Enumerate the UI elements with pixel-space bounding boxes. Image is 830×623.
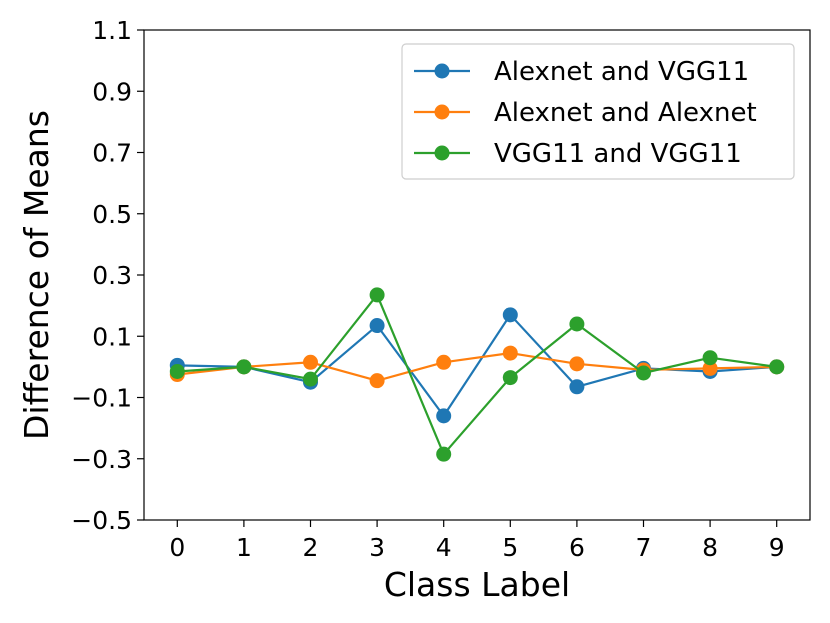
data-point	[502, 307, 518, 323]
x-tick-label: 1	[236, 533, 252, 562]
y-tick-label: 0.5	[92, 200, 132, 229]
x-tick-label: 4	[436, 533, 452, 562]
data-point	[236, 359, 252, 375]
axes: 0 1 2 3 4 5 6 7 8 9 1.1 0.9 0.7 0.5 0.3 0.1 −0.1 −0.3 −0.5	[71, 16, 784, 562]
legend-item: Alexnet and Alexnet	[414, 98, 757, 128]
data-point	[303, 354, 318, 370]
data-point	[169, 363, 185, 379]
data-point	[569, 379, 585, 395]
x-axis-label: Class Label	[384, 565, 570, 604]
data-point	[436, 354, 452, 370]
series-line	[177, 293, 777, 456]
legend-item: Alexnet and VGG11	[414, 57, 749, 87]
data-point	[702, 360, 718, 376]
data-point	[569, 316, 585, 332]
y-tick-label: 0.7	[92, 139, 132, 168]
x-tick-label: 9	[769, 533, 785, 562]
legend-label: VGG11 and VGG11	[494, 139, 742, 169]
y-axis-label: Difference of Means	[17, 110, 56, 440]
data-point	[369, 373, 385, 389]
data-point	[436, 446, 452, 462]
x-tick-label: 5	[502, 533, 518, 562]
legend-marker	[434, 63, 450, 79]
series-group	[169, 287, 785, 462]
y-tick-label: −0.1	[71, 384, 132, 413]
y-tick-label: −0.5	[71, 506, 132, 535]
data-point	[502, 370, 518, 386]
legend-marker	[434, 145, 450, 161]
series-line	[177, 351, 777, 382]
data-point	[303, 371, 318, 387]
data-point	[502, 345, 518, 361]
x-tick-label: 6	[569, 533, 585, 562]
x-tick-label: 8	[702, 533, 718, 562]
x-tick-label: 3	[369, 533, 385, 562]
legend-label: Alexnet and Alexnet	[494, 98, 757, 128]
data-point	[369, 287, 385, 303]
y-tick-label: −0.3	[71, 445, 132, 474]
series-3	[169, 287, 785, 462]
data-point	[769, 359, 785, 375]
x-tick-label: 7	[636, 533, 652, 562]
y-tick-label: 0.1	[92, 322, 132, 351]
y-tick-label: 1.1	[92, 16, 132, 45]
x-tick-label: 0	[169, 533, 185, 562]
x-tick-label: 2	[303, 533, 319, 562]
data-point	[569, 356, 585, 372]
y-tick-label: 0.3	[92, 261, 132, 290]
legend-marker	[434, 104, 450, 120]
y-tick-label: 0.9	[92, 77, 132, 106]
legend-item: VGG11 and VGG11	[414, 139, 742, 169]
data-point	[702, 350, 718, 366]
legend: Alexnet and VGG11 Alexnet and Alexnet VGG1…	[401, 43, 795, 180]
data-point	[369, 318, 385, 334]
legend-box	[401, 43, 795, 180]
data-point	[636, 365, 651, 381]
data-point	[436, 408, 452, 424]
legend-label: Alexnet and VGG11	[494, 57, 749, 87]
